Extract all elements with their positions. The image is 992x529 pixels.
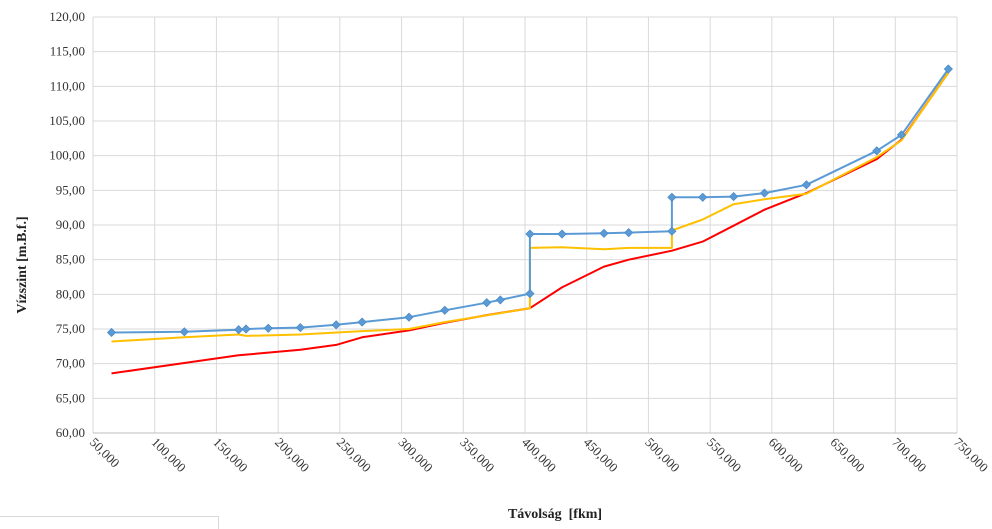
data-point-marker bbox=[801, 180, 811, 190]
data-point-marker bbox=[295, 323, 305, 333]
data-point-marker bbox=[263, 323, 273, 333]
data-point-marker bbox=[698, 192, 708, 202]
x-tick-label: 450,000 bbox=[581, 435, 621, 475]
data-point-marker bbox=[557, 229, 567, 239]
series-line-1 bbox=[111, 71, 950, 343]
data-point-marker bbox=[179, 327, 189, 337]
y-tick-label: 95,00 bbox=[56, 182, 85, 197]
x-tick-label: 600,000 bbox=[766, 435, 806, 475]
x-tick-label: 50,000 bbox=[87, 435, 123, 471]
data-point-marker bbox=[482, 298, 492, 308]
y-tick-label: 85,00 bbox=[56, 252, 85, 267]
data-point-marker bbox=[357, 317, 367, 327]
data-point-marker bbox=[896, 130, 907, 140]
y-tick-label: 105,00 bbox=[49, 113, 85, 128]
data-point-marker bbox=[624, 228, 634, 238]
gridlines bbox=[92, 16, 958, 434]
data-point-marker bbox=[667, 226, 677, 236]
series-line-2 bbox=[111, 71, 950, 375]
data-point-marker bbox=[440, 305, 450, 315]
legend-frame bbox=[0, 516, 219, 529]
x-tick-label: 750,000 bbox=[951, 435, 991, 475]
data-point-marker bbox=[759, 188, 770, 198]
x-tick-label: 350,000 bbox=[457, 435, 497, 475]
x-tick-label: 500,000 bbox=[642, 435, 682, 475]
data-point-marker bbox=[241, 324, 251, 334]
data-point-marker bbox=[106, 327, 117, 338]
x-tick-label: 550,000 bbox=[704, 435, 744, 475]
data-point-marker bbox=[495, 295, 505, 305]
series-group bbox=[106, 64, 953, 375]
data-point-marker bbox=[525, 289, 535, 299]
y-tick-label: 120,00 bbox=[49, 9, 85, 24]
data-point-marker bbox=[404, 312, 414, 322]
data-point-marker bbox=[667, 192, 677, 202]
x-tick-label: 100,000 bbox=[149, 435, 189, 475]
x-tick-label: 150,000 bbox=[210, 435, 250, 475]
y-tick-label: 80,00 bbox=[56, 286, 85, 301]
data-point-marker bbox=[729, 192, 739, 202]
x-tick-label: 250,000 bbox=[334, 435, 374, 475]
y-tick-label: 65,00 bbox=[56, 390, 85, 405]
y-tick-label: 110,00 bbox=[50, 78, 85, 93]
data-point-marker bbox=[943, 64, 953, 74]
y-axis-ticks: 60,00 65,00 70,00 75,00 80,00 85,00 90,00 95,00… bbox=[49, 9, 85, 440]
x-axis-title: Távolság [fkm] bbox=[508, 507, 602, 522]
y-tick-label: 60,00 bbox=[56, 425, 85, 440]
y-tick-label: 70,00 bbox=[56, 356, 85, 371]
data-point-marker bbox=[599, 228, 609, 238]
y-tick-label: 100,00 bbox=[49, 148, 85, 163]
x-axis-ticks: 50,000 100,000 150,000 200,000 250,000 300,00… bbox=[87, 435, 991, 475]
data-point-marker bbox=[872, 146, 882, 156]
x-tick-label: 650,000 bbox=[827, 435, 867, 475]
y-tick-label: 115,00 bbox=[50, 44, 85, 59]
y-axis-title: Vízszint [m.B.f.] bbox=[15, 216, 30, 313]
y-tick-label: 75,00 bbox=[56, 321, 85, 336]
x-tick-label: 300,000 bbox=[395, 435, 435, 475]
x-tick-label: 400,000 bbox=[519, 435, 559, 475]
y-tick-label: 90,00 bbox=[56, 217, 85, 232]
x-tick-label: 700,000 bbox=[889, 435, 929, 475]
x-tick-label: 200,000 bbox=[272, 435, 312, 475]
data-point-marker bbox=[234, 325, 244, 335]
data-point-marker bbox=[331, 320, 341, 330]
data-point-marker bbox=[525, 229, 535, 239]
series-line-0 bbox=[111, 68, 950, 334]
